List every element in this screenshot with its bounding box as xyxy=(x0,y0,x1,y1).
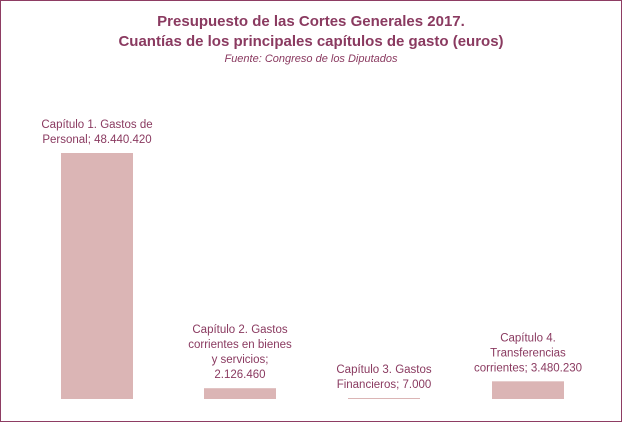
bar-1 xyxy=(61,153,133,399)
bar-2 xyxy=(204,388,276,399)
chart-source: Fuente: Congreso de los Diputados xyxy=(224,53,398,65)
chart-title: Presupuesto de las Cortes Generales 2017… xyxy=(157,13,465,30)
bar-3 xyxy=(348,398,420,399)
data-label-4: Capítulo 4. Transferencias corrientes; 3.4… xyxy=(474,332,582,374)
chart-subtitle: Cuantías de los principales capítulos de… xyxy=(118,33,504,50)
bar-4 xyxy=(492,381,564,399)
data-label-2: Capítulo 2. Gastos corrientes en bienes y … xyxy=(188,324,292,381)
data-label-1: Capítulo 1. Gastos de Personal; 48.440.42… xyxy=(41,119,152,146)
data-label-3: Capítulo 3. Gastos Financieros; 7.000 xyxy=(336,364,431,391)
